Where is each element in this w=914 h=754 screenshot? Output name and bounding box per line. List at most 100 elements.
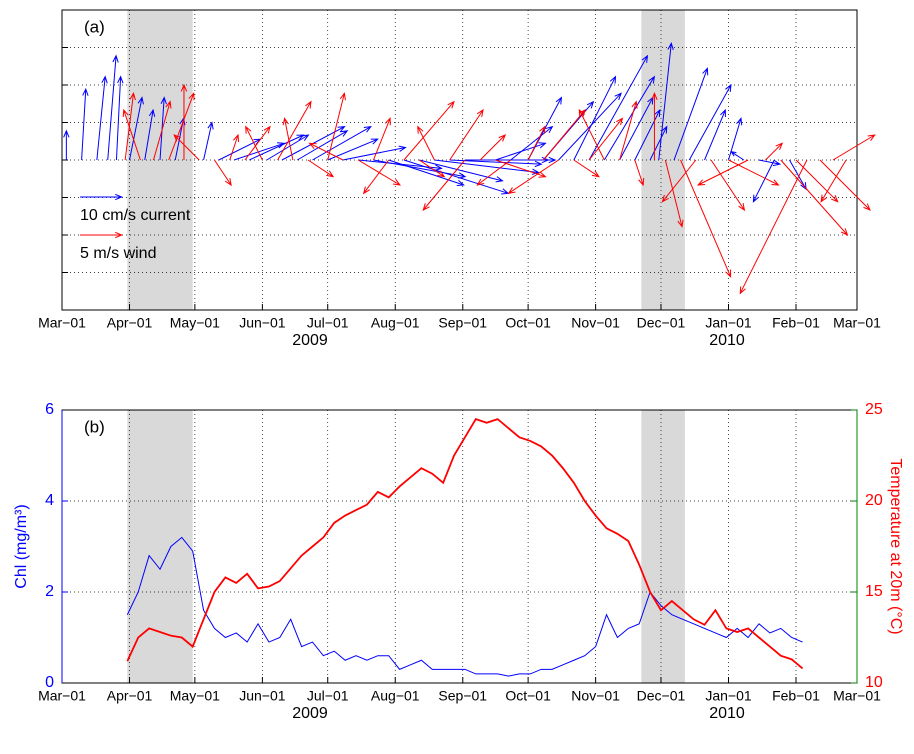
vector <box>795 159 839 203</box>
vector <box>307 159 335 178</box>
x-tick-label: Aug−01 <box>371 315 420 331</box>
x-tick-label: Mar−01 <box>833 688 881 704</box>
x-tick-label: May−01 <box>170 688 220 704</box>
y-tick-label: 2 <box>45 583 54 600</box>
vector <box>312 126 372 161</box>
x-tick-label: Mar−01 <box>38 688 86 704</box>
vector <box>403 100 455 161</box>
vector <box>780 159 849 236</box>
x-tick-label: Mar−01 <box>833 315 881 331</box>
y2-tick-label: 20 <box>865 492 883 509</box>
vector <box>362 159 390 195</box>
panel-label: (a) <box>84 17 105 36</box>
x-tick-label: Oct−01 <box>505 688 551 704</box>
vector <box>832 134 876 161</box>
vector <box>651 92 658 160</box>
vector <box>96 75 108 161</box>
vector <box>81 87 89 161</box>
vector <box>510 125 554 161</box>
vector <box>418 159 446 178</box>
vector <box>173 134 200 161</box>
year-label: 2009 <box>292 332 328 349</box>
vector <box>218 138 262 161</box>
x-tick-label: Sep−01 <box>438 688 487 704</box>
vector <box>327 138 379 161</box>
vector <box>277 100 312 161</box>
vector <box>634 108 661 161</box>
vector <box>308 142 344 161</box>
vector <box>558 92 622 161</box>
y-tick-label: 6 <box>45 401 54 418</box>
vector <box>249 134 305 161</box>
vector <box>704 108 726 161</box>
data-line <box>126 418 804 670</box>
vector <box>728 117 743 161</box>
vector <box>479 134 507 161</box>
vector <box>527 125 546 161</box>
x-tick-label: Jan−01 <box>705 315 752 331</box>
vector <box>819 159 871 211</box>
vector <box>673 67 709 161</box>
vector <box>820 159 847 203</box>
vector <box>180 83 188 160</box>
x-tick-label: Dec−01 <box>637 688 686 704</box>
shaded-span <box>641 10 685 310</box>
year-label: 2010 <box>709 332 745 349</box>
vector <box>296 130 349 161</box>
vector <box>342 145 407 161</box>
vector <box>422 159 466 211</box>
vector <box>480 156 557 164</box>
x-tick-label: Jul−01 <box>307 315 349 331</box>
vector <box>619 100 638 161</box>
vector <box>758 159 782 167</box>
vector <box>129 96 144 161</box>
x-tick-label: Oct−01 <box>505 315 551 331</box>
x-tick-label: Jan−01 <box>705 688 752 704</box>
x-tick-label: Sep−01 <box>438 315 487 331</box>
x-tick-label: Nov−01 <box>571 315 620 331</box>
vector <box>710 159 746 212</box>
vector <box>661 159 697 203</box>
vector <box>168 92 195 161</box>
vector <box>229 133 240 161</box>
vector <box>449 108 484 161</box>
vector <box>507 159 559 195</box>
x-tick-label: Jul−01 <box>307 688 349 704</box>
vector <box>434 159 540 175</box>
vector <box>588 54 649 161</box>
vector <box>388 159 465 187</box>
x-tick-label: Aug−01 <box>371 688 420 704</box>
vector <box>664 159 684 228</box>
plot-frame <box>61 9 858 311</box>
vector <box>373 117 391 161</box>
panel-label: (b) <box>84 417 105 436</box>
vector <box>419 159 504 183</box>
y2-tick-label: 25 <box>865 401 883 418</box>
y2-tick-label: 10 <box>865 674 883 691</box>
vector <box>152 100 172 161</box>
vector <box>696 159 749 186</box>
legend-label: 5 m/s wind <box>80 245 156 262</box>
vector <box>588 117 624 161</box>
vector <box>107 54 119 161</box>
vector <box>495 142 547 161</box>
vector <box>688 83 732 161</box>
vector <box>739 159 808 295</box>
shaded-span <box>641 410 685 683</box>
shaded-span <box>127 410 193 683</box>
vector <box>603 75 656 161</box>
y-tick-label: 0 <box>45 674 54 691</box>
vector <box>63 129 70 160</box>
vector <box>634 159 645 187</box>
y2-axis-title: Temperature at 20m (°C) <box>887 458 904 634</box>
x-tick-label: Feb−01 <box>772 688 820 704</box>
vector <box>573 75 617 161</box>
x-tick-label: Apr−01 <box>107 315 153 331</box>
vector <box>233 142 286 161</box>
vector <box>244 125 271 161</box>
vector <box>765 142 784 161</box>
vector <box>144 108 156 161</box>
vector <box>680 159 732 278</box>
